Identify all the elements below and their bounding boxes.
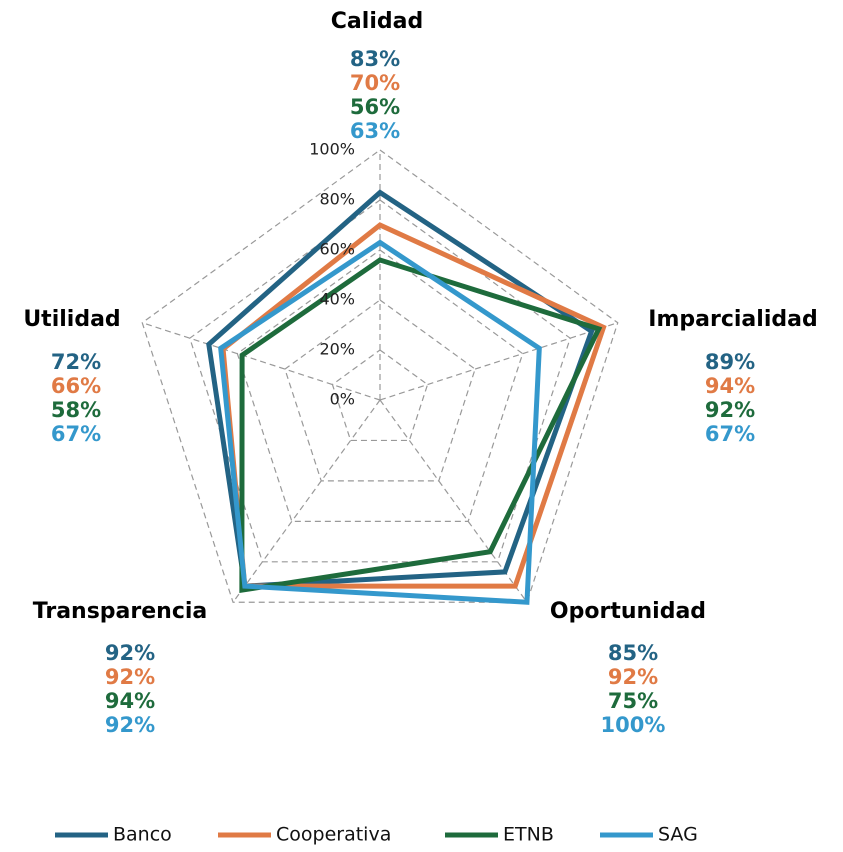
value-label: 92%: [105, 713, 155, 737]
series-line: [239, 257, 603, 594]
value-label: 100%: [601, 713, 666, 737]
legend-label: SAG: [658, 824, 698, 846]
legend-label: Cooperativa: [276, 824, 391, 846]
value-label: 92%: [105, 641, 155, 665]
value-label: 67%: [705, 422, 755, 446]
tick-label: 60%: [319, 240, 355, 259]
tick-label: 100%: [309, 140, 355, 159]
tick-label: 80%: [319, 190, 355, 209]
value-label: 72%: [51, 350, 101, 374]
category-label: Imparcialidad: [648, 307, 817, 332]
spoke: [379, 399, 528, 603]
tick-label: 20%: [319, 340, 355, 359]
category-label: Utilidad: [23, 307, 120, 332]
spoke: [142, 322, 381, 401]
value-label: 66%: [51, 374, 101, 398]
value-label: 92%: [105, 665, 155, 689]
grid-ring: [331, 349, 429, 442]
grid-ring: [236, 249, 524, 522]
grid-ring: [189, 199, 571, 563]
value-label: 92%: [705, 398, 755, 422]
value-label: 83%: [350, 47, 400, 71]
value-label: 67%: [51, 422, 101, 446]
category-label: Oportunidad: [550, 599, 706, 624]
category-label: Transparencia: [33, 599, 208, 624]
spoke: [232, 399, 381, 603]
grid-ring: [141, 149, 619, 603]
value-label: 94%: [705, 374, 755, 398]
value-label: 70%: [350, 71, 400, 95]
value-label: 63%: [350, 119, 400, 143]
value-label: 92%: [608, 665, 658, 689]
spoke: [379, 322, 618, 401]
legend-label: Banco: [113, 824, 172, 846]
series-line: [218, 239, 542, 605]
value-label: 58%: [51, 398, 101, 422]
value-label: 94%: [105, 689, 155, 713]
value-label: 56%: [350, 95, 400, 119]
tick-label: 0%: [330, 390, 355, 409]
legend-label: ETNB: [503, 824, 554, 846]
value-label: 85%: [608, 641, 658, 665]
category-label: Calidad: [331, 9, 423, 34]
value-label: 75%: [608, 689, 658, 713]
grid-ring: [284, 299, 476, 482]
value-label: 89%: [705, 350, 755, 374]
tick-label: 40%: [319, 290, 355, 309]
